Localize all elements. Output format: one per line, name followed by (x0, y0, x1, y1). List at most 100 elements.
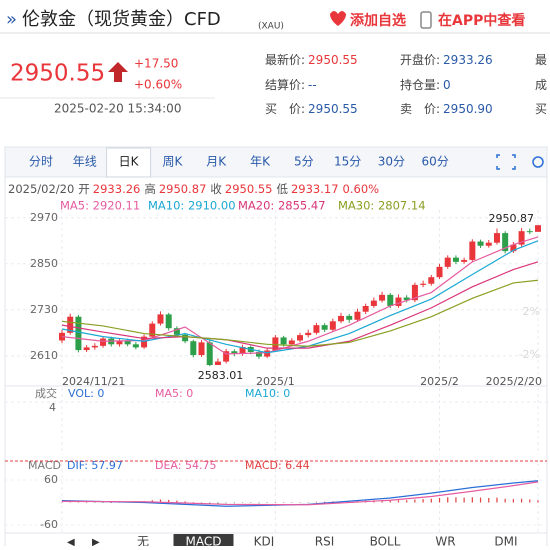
indicator-tab[interactable]: RSI (315, 535, 335, 549)
macd-bar (299, 502, 301, 503)
macd-bar (184, 501, 186, 503)
candle-body (239, 347, 246, 354)
macd-bar (414, 499, 416, 503)
tab[interactable]: 5分 (294, 155, 314, 169)
macd-bar (438, 498, 441, 503)
macd-bar (463, 497, 465, 503)
quote-field: 持仓量: 0 (400, 77, 451, 92)
settings-icon[interactable] (532, 156, 544, 168)
indicator-tab[interactable]: 无 (137, 535, 149, 549)
candle-body (444, 257, 451, 267)
quote-field: 买 价: 2950.55 (265, 102, 358, 116)
prev-indicator[interactable]: ◀ (67, 537, 75, 548)
quote-field: 开盘价: 2933.26 (400, 52, 493, 67)
candle-body (493, 233, 500, 243)
open-app[interactable]: 在APP中查看 (438, 12, 525, 29)
indicator-tab[interactable]: WR (435, 535, 455, 549)
field-value: 2950.55 (308, 102, 358, 116)
info-label: 低 (276, 182, 288, 196)
tab[interactable]: 年K (250, 155, 271, 169)
candle-body (100, 338, 107, 346)
macd-bar (455, 497, 457, 503)
candle-body (362, 305, 369, 312)
macd-bar (381, 500, 383, 503)
quote-field: 买 (535, 102, 547, 116)
quote-field: 成 (535, 78, 547, 92)
indicator-line (61, 481, 539, 506)
candle-body (198, 342, 205, 356)
candle-body (206, 342, 213, 366)
phone-icon[interactable] (420, 11, 432, 29)
max-label: 2950.87 (489, 212, 535, 225)
candle-body (132, 344, 139, 348)
indicator-line (61, 236, 539, 355)
field-label: 结算价: (265, 77, 305, 92)
candle-body (387, 294, 394, 306)
macd-bar (233, 502, 235, 504)
period-tabs (4, 146, 548, 178)
macd-bar (512, 499, 514, 503)
tab[interactable]: 月K (206, 155, 227, 169)
candle-body (354, 311, 361, 320)
tab[interactable]: 周K (162, 155, 183, 169)
tab[interactable]: 分时 (29, 155, 53, 169)
macd-item: MACD: 6.44 (245, 459, 310, 472)
candle-body (338, 315, 345, 322)
add-icon[interactable] (330, 11, 346, 26)
candle-body (477, 241, 484, 246)
indicator-tab[interactable]: DMI (494, 535, 517, 549)
candle-body (223, 351, 230, 362)
candle-body (214, 361, 221, 366)
quote-field: 最 (535, 53, 547, 67)
candle-body (272, 337, 279, 351)
tab[interactable]: 30分 (378, 155, 405, 169)
macd-bar (488, 498, 490, 503)
indicator-tab[interactable]: KDJ (254, 535, 275, 549)
fullscreen-icon[interactable] (496, 154, 516, 170)
candle-body (83, 347, 90, 351)
tab-list: 分时 年线 日K 周K 月K 年K 5分 15分 30分 60分 (29, 147, 449, 178)
macd-item: DIF: 57.97 (67, 459, 123, 472)
candle-body (452, 257, 459, 262)
macd-bar (496, 497, 498, 503)
info-value: 2950.87 (159, 182, 207, 196)
macd-bar (217, 502, 219, 504)
candle-body (255, 351, 262, 357)
macd-label: MACD (28, 459, 61, 472)
info-value: 2933.26 (93, 182, 141, 196)
y-tick-label: 2970 (30, 211, 58, 224)
indicator-tab[interactable]: MACD (186, 535, 222, 549)
tab[interactable]: 日K (119, 155, 140, 169)
macd-bar (447, 497, 449, 503)
volume-label: 成交 (35, 386, 57, 400)
candle-body (313, 325, 320, 333)
ma-label: MA30: 2807.14 (338, 199, 426, 213)
next-indicator[interactable]: ▶ (92, 537, 100, 548)
macd-bar (225, 502, 227, 504)
candle-body (329, 321, 336, 330)
macd-bar (479, 497, 482, 503)
candle-body (67, 316, 74, 333)
pct-label: -2% (519, 348, 540, 361)
candle-body (346, 315, 353, 320)
candle-body (321, 325, 328, 330)
tab[interactable]: 15分 (334, 155, 361, 169)
field-value: 2950.90 (443, 102, 493, 116)
candle-body (510, 244, 517, 252)
volume-item: MA5: 0 (155, 387, 193, 400)
field-label: 最新价: (265, 52, 305, 67)
volume-tick: 4 (49, 401, 56, 414)
tab[interactable]: 60分 (422, 155, 449, 169)
candle-body (526, 231, 533, 233)
min-label: 2583.01 (198, 369, 244, 382)
candle-body (91, 345, 98, 348)
macd-bar (307, 502, 309, 503)
back-chevron[interactable]: » (6, 9, 17, 30)
add-watchlist[interactable]: 添加自选 (350, 12, 406, 29)
indicator-tab[interactable]: BOLL (370, 535, 401, 549)
candle-body (297, 335, 303, 341)
indicator-line (61, 279, 539, 347)
quote-field: 结算价: -- (265, 77, 317, 92)
candle-body (469, 241, 476, 260)
tab[interactable]: 年线 (73, 155, 97, 169)
